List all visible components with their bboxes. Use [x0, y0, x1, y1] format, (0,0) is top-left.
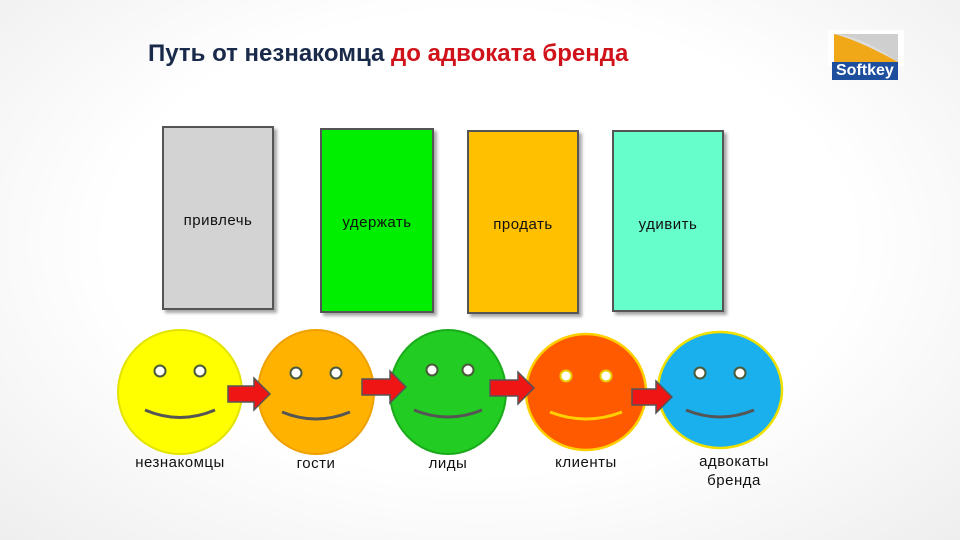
face-eye	[329, 366, 343, 380]
stage-label: удержать	[342, 214, 412, 231]
logo-text: Softkey	[832, 62, 898, 80]
face-label-leads: лиды	[428, 455, 468, 472]
face-circle	[257, 329, 375, 455]
face-eye	[733, 366, 747, 380]
face-eye	[193, 364, 207, 378]
face-label-strangers: незнакомцы	[135, 454, 225, 471]
face-eye	[599, 369, 613, 383]
softkey-logo-icon	[828, 30, 904, 66]
face-strangers	[117, 329, 243, 455]
face-smile	[281, 410, 351, 421]
face-guests	[257, 329, 375, 455]
title-accent: до адвоката бренда	[391, 40, 629, 67]
arrow-leads-to-clients-icon	[489, 370, 536, 406]
slide-title: Путь от незнакомца до адвоката бренда	[148, 40, 628, 68]
face-label-brand-advocates: адвокаты бренда	[699, 453, 769, 489]
stage-label: привлечь	[183, 212, 253, 229]
face-circle	[524, 332, 648, 452]
face-clients	[524, 332, 648, 452]
face-eye	[461, 363, 475, 377]
stage-label: удивить	[638, 216, 698, 233]
face-circle	[389, 329, 507, 455]
face-eye	[425, 363, 439, 377]
title-main: Путь от незнакомца	[148, 40, 392, 67]
face-smile	[144, 408, 216, 419]
face-eye	[693, 366, 707, 380]
stage-retain: удержать	[320, 128, 434, 313]
face-eye	[289, 366, 303, 380]
face-circle	[656, 330, 784, 450]
stage-attract: привлечь	[162, 126, 274, 310]
stage-label: продать	[493, 216, 553, 233]
face-label-clients: клиенты	[555, 454, 617, 471]
arrow-guests-to-leads-icon	[361, 369, 408, 405]
face-smile	[549, 410, 623, 421]
face-smile	[413, 408, 483, 419]
face-circle	[117, 329, 243, 455]
arrow-clients-to-advocates-icon	[631, 379, 674, 415]
arrow-strangers-to-guests-icon	[227, 376, 272, 412]
face-brand-advocates	[656, 330, 784, 450]
face-eye	[559, 369, 573, 383]
face-leads	[389, 329, 507, 455]
stage-surprise: удивить	[612, 130, 724, 312]
face-eye	[153, 364, 167, 378]
face-label-guests: гости	[296, 455, 336, 472]
stage-sell: продать	[467, 130, 579, 314]
face-smile	[685, 408, 755, 419]
